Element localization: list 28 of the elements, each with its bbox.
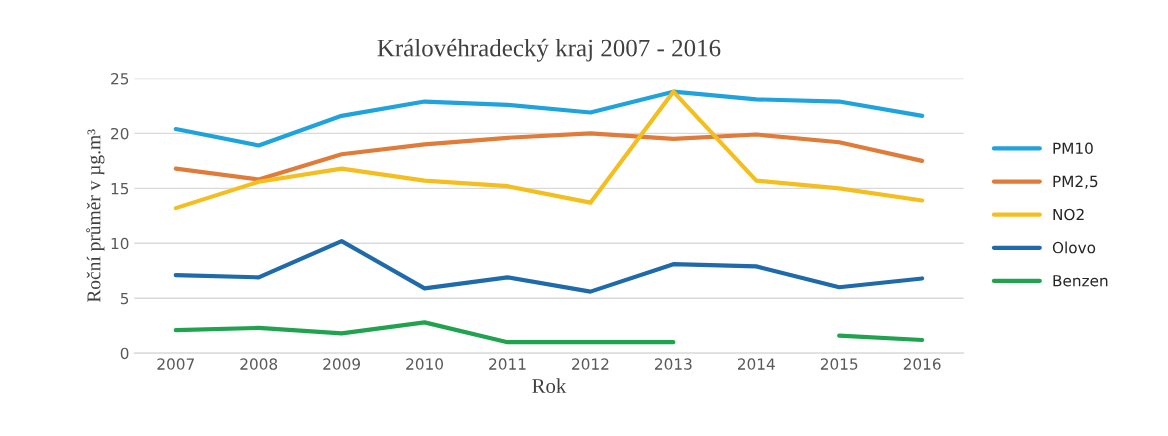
- x-tick-label: 2008: [240, 358, 278, 370]
- x-axis-title: Rok: [532, 378, 567, 394]
- legend-label: NO2: [1053, 208, 1084, 221]
- legend-label: PM10: [1053, 142, 1093, 155]
- legend-label: Benzen: [1053, 275, 1108, 287]
- x-tick-label: 2010: [406, 358, 443, 370]
- y-tick-label: 5: [120, 292, 129, 305]
- legend-label: PM2,5: [1053, 175, 1098, 189]
- x-tick-label: 2016: [903, 358, 941, 370]
- x-tick-label: 2009: [323, 358, 361, 370]
- y-tick-label: 10: [111, 237, 129, 250]
- x-tick-label: 2014: [737, 358, 775, 370]
- y-tick-label: 20: [111, 127, 129, 140]
- line-series: [173, 239, 925, 294]
- line-series: [173, 131, 925, 182]
- y-tick-label: 15: [111, 183, 129, 195]
- x-tick-label: 2007: [157, 358, 194, 370]
- x-tick-label: 2013: [655, 358, 692, 370]
- y-tick-label: 25: [111, 72, 129, 85]
- y-tick-label: 0: [120, 347, 129, 360]
- x-tick-label: 2012: [572, 358, 609, 370]
- line-series: [173, 89, 925, 148]
- x-tick-label: 2011: [489, 358, 526, 370]
- y-axis-title: Roční průměr v µg.m³: [86, 129, 105, 303]
- line-series: [173, 89, 925, 211]
- x-tick-label: 2015: [820, 358, 858, 370]
- legend-label: Olovo: [1052, 241, 1096, 254]
- chart-title: Královéhradecký kraj 2007 - 2016: [377, 38, 721, 62]
